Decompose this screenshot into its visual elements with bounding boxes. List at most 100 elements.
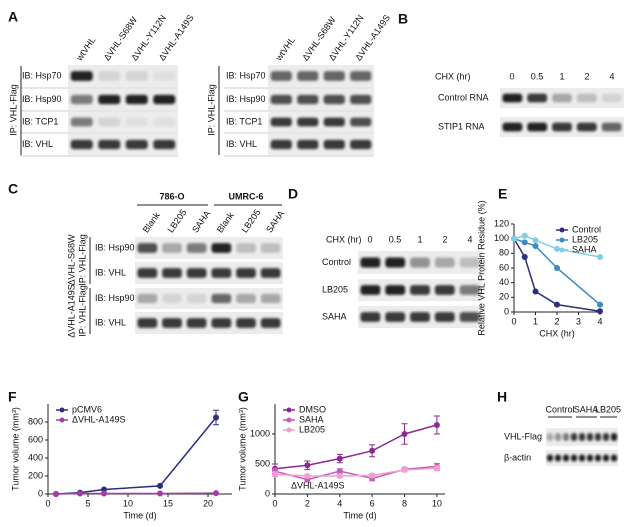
- column-label: SAHA: [190, 209, 212, 235]
- time-label: 4: [609, 71, 614, 81]
- band: [385, 312, 406, 322]
- band: [323, 139, 345, 150]
- y-tick-label: 20: [499, 292, 509, 302]
- band: [270, 139, 292, 150]
- data-point: [554, 245, 560, 252]
- panel-letter: E: [498, 186, 507, 202]
- series-line: [274, 465, 437, 481]
- series-line: [55, 417, 217, 495]
- group-label: 786-O: [159, 191, 184, 201]
- ip-label: IP: VHL-Flag: [8, 84, 18, 136]
- y-tick-label: 800: [28, 416, 43, 426]
- x-tick-label: 2: [305, 498, 310, 508]
- time-label: 0: [509, 71, 514, 81]
- band: [236, 243, 256, 253]
- band: [527, 93, 548, 103]
- band: [236, 318, 256, 328]
- time-label: 1: [417, 234, 422, 244]
- blot-strip: [268, 65, 374, 87]
- band: [186, 243, 207, 253]
- band: [162, 243, 182, 253]
- y-tick-label: 60: [499, 262, 509, 272]
- x-tick-label: 1: [533, 316, 538, 326]
- panel-letter: B: [398, 11, 408, 27]
- data-point: [554, 301, 560, 308]
- time-label: 2: [442, 234, 447, 244]
- panel-letter: D: [288, 186, 298, 202]
- panel-letter: H: [497, 389, 507, 405]
- data-point: [532, 288, 539, 295]
- x-tick-label: 2: [554, 316, 559, 326]
- band: [586, 454, 594, 462]
- row-label: IB: TCP1: [226, 116, 262, 126]
- band: [297, 139, 319, 150]
- y-tick-label: 500: [255, 458, 270, 468]
- row-label: IB: Hsp70: [226, 70, 266, 80]
- row-label: LB205: [322, 284, 348, 294]
- time-label: 0.5: [389, 234, 402, 244]
- band: [153, 139, 176, 150]
- y-tick-label: 200: [28, 470, 43, 480]
- blot-strip: [68, 134, 178, 155]
- data-point: [521, 232, 528, 239]
- row-label: IB: VHL: [95, 317, 126, 327]
- y-tick-label: 80: [499, 248, 509, 258]
- band: [594, 433, 602, 441]
- blot-strip: [135, 262, 283, 284]
- band: [350, 71, 372, 81]
- legend-marker: [286, 407, 292, 413]
- x-axis-label: Time (d): [343, 510, 376, 520]
- band: [297, 117, 319, 127]
- blot-strip: [68, 65, 178, 87]
- data-point: [597, 308, 603, 315]
- band: [502, 93, 523, 103]
- panel-letter: G: [238, 389, 249, 405]
- band: [570, 454, 578, 462]
- data-point: [521, 254, 528, 260]
- band: [360, 285, 381, 295]
- y-tick-label: 100: [494, 233, 509, 243]
- legend-marker: [559, 237, 565, 243]
- band: [527, 122, 548, 132]
- chx-label: CHX (hr): [435, 71, 471, 81]
- band: [211, 318, 232, 328]
- band: [211, 293, 232, 304]
- legend-marker: [559, 227, 565, 233]
- y-tick-label: 1000: [250, 428, 270, 438]
- band: [98, 139, 121, 150]
- data-point: [336, 455, 343, 462]
- x-tick-label: 8: [402, 498, 407, 508]
- band: [153, 94, 176, 105]
- band: [211, 243, 232, 253]
- column-label: SAHA: [264, 209, 286, 235]
- time-label: 4: [467, 234, 472, 244]
- band: [70, 94, 93, 105]
- x-axis-label: Time (d): [123, 510, 156, 520]
- x-tick-label: 0: [511, 316, 516, 326]
- band: [350, 139, 372, 150]
- band: [125, 139, 148, 150]
- band: [546, 433, 554, 441]
- data-point: [369, 472, 376, 479]
- band: [125, 94, 148, 105]
- data-point: [101, 490, 107, 497]
- band: [323, 117, 345, 127]
- band: [570, 433, 578, 441]
- blot-strip: [268, 112, 374, 132]
- band: [578, 433, 586, 441]
- legend-label: Control: [572, 224, 601, 234]
- row-label: IB: Hsp90: [226, 94, 266, 104]
- y-tick-label: 0: [504, 306, 509, 316]
- legend-label: LB205: [572, 234, 598, 244]
- time-label: 0: [367, 234, 372, 244]
- group-label: SAHA: [574, 404, 599, 414]
- x-axis-label: CHX (hr): [539, 328, 575, 338]
- y-tick-label: 400: [28, 452, 43, 462]
- band: [562, 433, 570, 441]
- band: [410, 312, 430, 322]
- band: [562, 454, 570, 462]
- mutant-label: ΔVHL-A149S: [66, 284, 76, 338]
- legend-marker: [59, 417, 65, 423]
